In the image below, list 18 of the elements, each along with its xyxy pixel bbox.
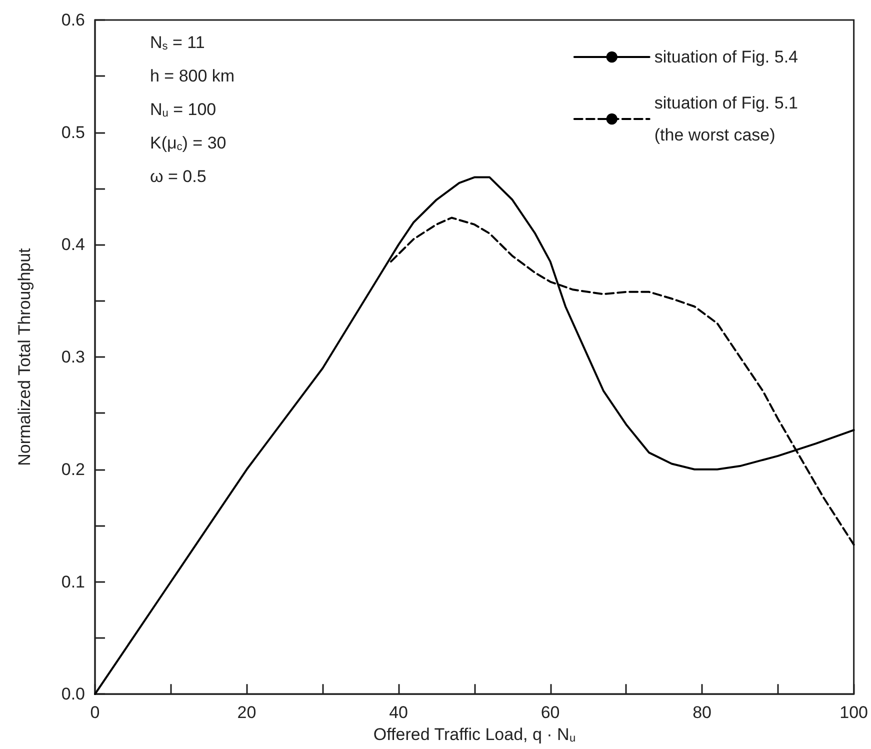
legend-label: situation of Fig. 5.4	[654, 48, 798, 66]
legend-label: situation of Fig. 5.1 (the worst case)	[654, 94, 798, 144]
y-tick-label: 0.0	[61, 684, 85, 704]
x-tick-label: 60	[540, 703, 560, 722]
y-tick-label: 0.5	[61, 122, 85, 142]
annotation: h = 800 km	[150, 66, 235, 86]
x-tick-label: 80	[692, 703, 712, 722]
x-tick-label: 0	[90, 703, 100, 722]
y-tick-label: 0.1	[61, 572, 85, 592]
x-tick-label: 40	[389, 703, 408, 722]
y-tick-label: 0.3	[61, 348, 85, 367]
x-tick-label: 20	[237, 703, 256, 722]
y-tick-label: 0.6	[61, 10, 85, 30]
y-tick-label: 0.2	[61, 460, 85, 479]
annotation: ω = 0.5	[150, 167, 206, 186]
y-tick-label: 0.4	[61, 235, 85, 254]
y-axis-title: Normalized Total Throughput	[15, 248, 34, 466]
x-tick-label: 100	[840, 703, 868, 722]
